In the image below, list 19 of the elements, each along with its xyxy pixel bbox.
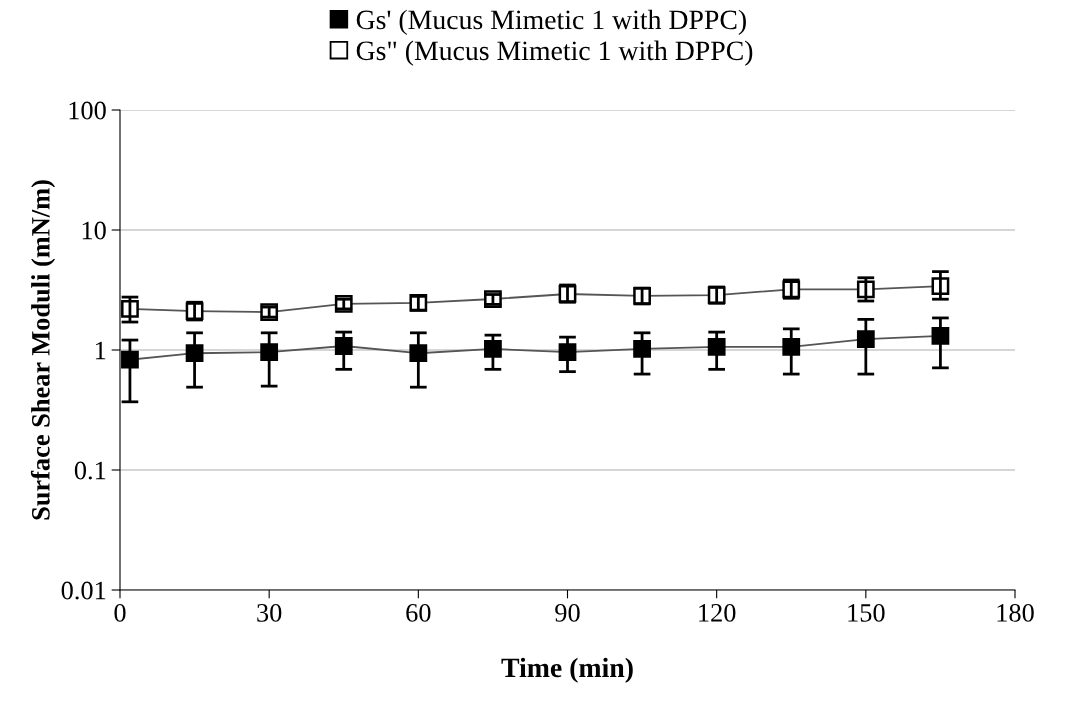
legend-label: Gs' (Mucus Mimetic 1 with DPPC)	[356, 9, 746, 35]
x-tick-label: 150	[848, 603, 885, 622]
x-tick-label: 90	[555, 603, 580, 622]
y-axis-title: Surface Shear Moduli (mN/m)	[30, 180, 56, 520]
x-axis-title: Time (min)	[501, 657, 633, 683]
y-tick-label: 10	[82, 221, 106, 240]
point	[633, 340, 651, 358]
x-tick-label: 180	[997, 603, 1034, 622]
point	[121, 350, 139, 369]
y-tick-label: 0.1	[74, 461, 106, 480]
legend-label: Gs" (Mucus Mimetic 1 with DPPC)	[356, 40, 753, 66]
y-tick-label: 1	[95, 341, 106, 360]
x-tick-label: 120	[699, 603, 736, 622]
point	[484, 340, 502, 358]
y-tick-label: 100	[69, 101, 106, 120]
x-tick-label: 30	[257, 603, 282, 622]
x-tick-label: 60	[406, 603, 431, 622]
y-tick-label: 0.01	[61, 581, 106, 600]
x-tick-label: 0	[114, 603, 126, 622]
